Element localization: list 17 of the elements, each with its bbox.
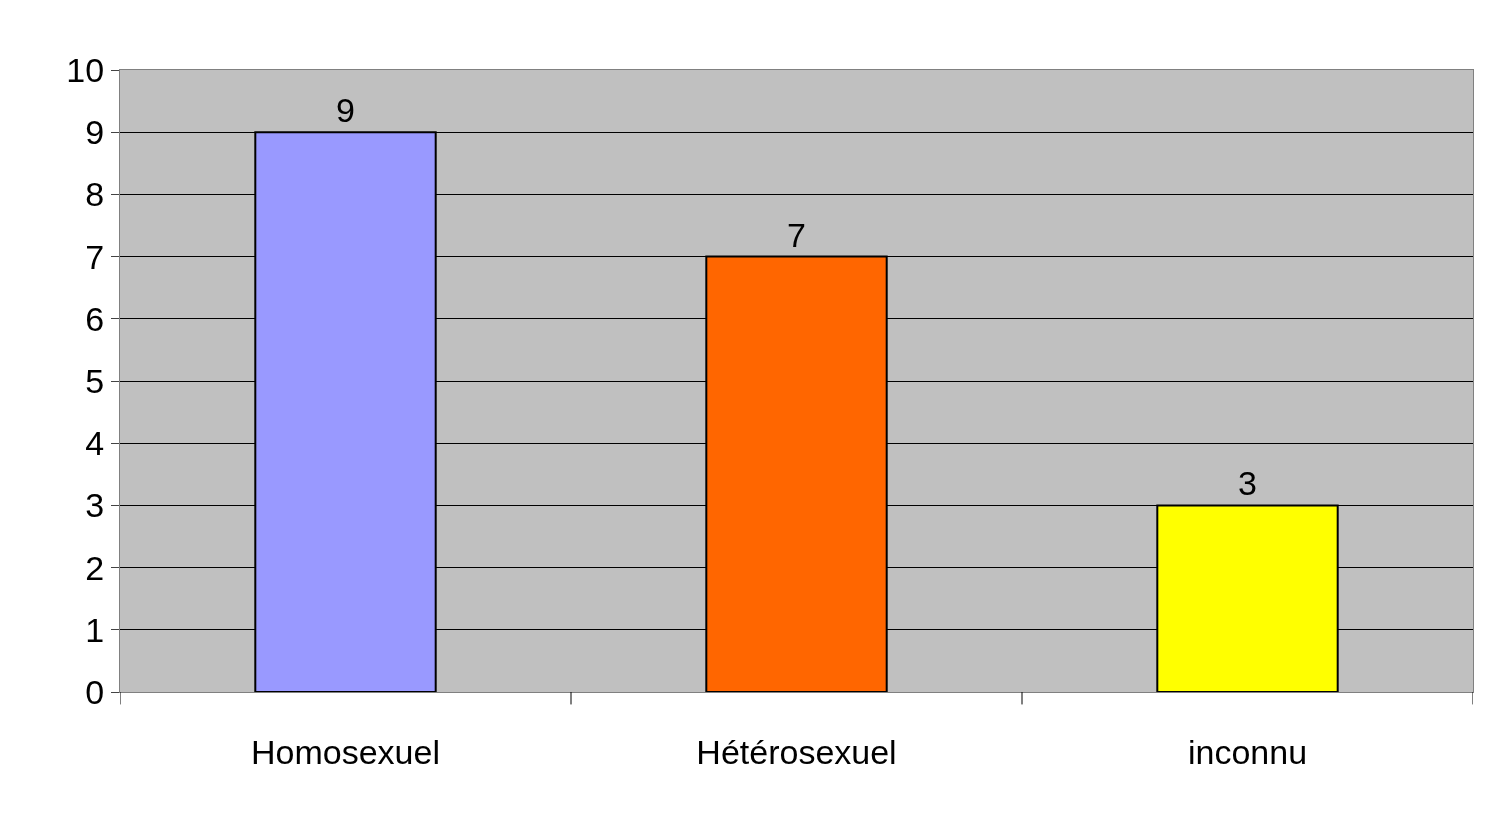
- data-label: 7: [787, 215, 806, 254]
- y-tick-label: 2: [85, 548, 105, 587]
- y-tick-label: 7: [85, 237, 105, 276]
- y-tick-label: 9: [85, 113, 105, 152]
- y-tick-label: 5: [85, 361, 105, 400]
- y-tick-label: 0: [85, 672, 105, 711]
- y-tick-label: 1: [85, 610, 105, 649]
- data-label: 9: [336, 91, 355, 130]
- y-tick-label: 6: [85, 299, 105, 338]
- x-tick-label: inconnu: [1187, 732, 1308, 771]
- x-tick-label: Hétérosexuel: [696, 732, 897, 771]
- y-tick-label: 3: [85, 486, 105, 525]
- data-label: 3: [1238, 464, 1257, 503]
- y-tick-label: 10: [66, 50, 105, 89]
- x-tick-label: Homosexuel: [251, 732, 440, 771]
- y-tick-label: 4: [85, 424, 105, 463]
- y-tick-label: 8: [85, 175, 105, 214]
